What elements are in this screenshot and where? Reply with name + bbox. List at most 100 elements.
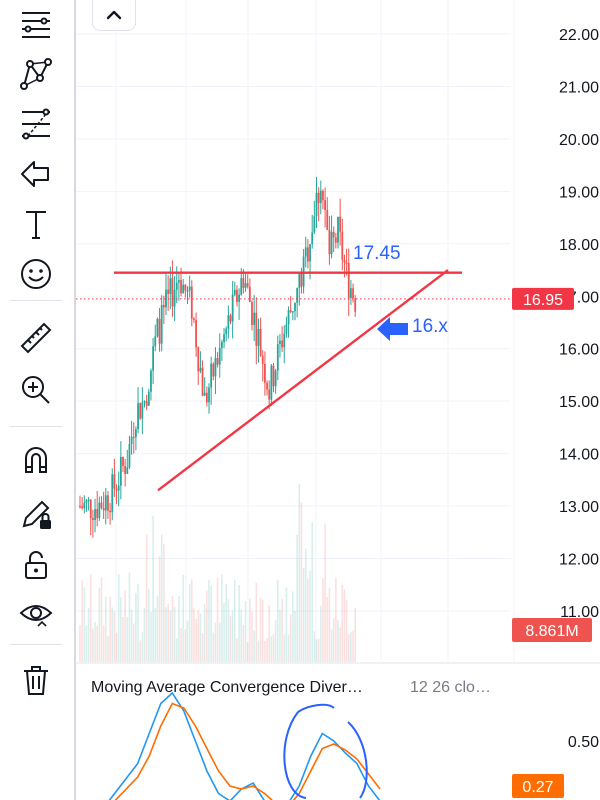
candle-body bbox=[124, 466, 127, 474]
macd-value-badge bbox=[512, 774, 564, 798]
toolbar-separator bbox=[10, 300, 62, 301]
emoji-button[interactable] bbox=[12, 254, 60, 294]
unlock-icon bbox=[25, 551, 47, 579]
volume-bar bbox=[111, 607, 114, 662]
candle-body bbox=[328, 229, 331, 255]
candle-body bbox=[300, 273, 303, 287]
volume-bar bbox=[105, 596, 107, 662]
volume-bar bbox=[261, 600, 264, 662]
volume-bar bbox=[132, 623, 135, 662]
price-axis-label: 15.00 bbox=[559, 394, 599, 411]
candle-body bbox=[160, 304, 163, 344]
candle-body bbox=[304, 247, 307, 257]
volume-bar bbox=[165, 607, 167, 662]
volume-badge bbox=[512, 618, 592, 642]
volume-bar bbox=[339, 627, 341, 662]
volume-bar bbox=[298, 483, 301, 662]
volume-bar bbox=[163, 544, 165, 662]
candle-body bbox=[289, 310, 292, 312]
candle-body bbox=[156, 318, 159, 337]
candle-body bbox=[326, 210, 329, 230]
candle-body bbox=[201, 367, 204, 396]
candle-body bbox=[221, 342, 223, 348]
candle-body bbox=[307, 247, 309, 262]
zoom-in-button[interactable] bbox=[12, 370, 60, 410]
volume-bar bbox=[328, 588, 331, 662]
volume-bar bbox=[143, 607, 146, 662]
menu-lines-button[interactable] bbox=[12, 4, 60, 44]
candle-body bbox=[128, 443, 131, 468]
drawing-toolbar bbox=[0, 0, 74, 800]
last-price-value: 16.95 bbox=[523, 292, 563, 309]
volume-bar bbox=[266, 638, 268, 662]
volume-bar bbox=[184, 629, 187, 662]
volume-bar bbox=[324, 523, 326, 662]
volume-bar bbox=[251, 611, 253, 662]
candle-body bbox=[251, 301, 253, 325]
candle-body bbox=[298, 273, 301, 288]
candle-body bbox=[248, 286, 251, 302]
support-label: 16.x bbox=[412, 316, 448, 337]
volume-bar bbox=[326, 597, 329, 662]
lock-drawing-icon bbox=[22, 500, 51, 529]
candle-body bbox=[322, 190, 324, 201]
volume-bar bbox=[169, 611, 172, 662]
eye-button[interactable] bbox=[12, 594, 60, 634]
volume-bar bbox=[238, 584, 240, 662]
volume-bar bbox=[354, 607, 356, 662]
candle-body bbox=[117, 485, 120, 491]
volume-bar bbox=[335, 577, 337, 662]
candle-body bbox=[113, 474, 116, 489]
volume-bar bbox=[83, 587, 86, 662]
volume-bar bbox=[152, 516, 154, 662]
volume-bar bbox=[139, 640, 141, 662]
text-tool-button[interactable] bbox=[12, 204, 60, 244]
candle-body bbox=[317, 192, 320, 204]
candle-body bbox=[266, 382, 268, 390]
arrow-tool-icon bbox=[21, 161, 49, 187]
volume-bar bbox=[158, 556, 161, 662]
fib-tool-icon bbox=[22, 108, 50, 140]
blue-arrow-annotation bbox=[377, 317, 408, 341]
fib-tool-button[interactable] bbox=[12, 104, 60, 144]
candle-body bbox=[102, 507, 105, 511]
candle-body bbox=[281, 340, 283, 348]
volume-bar bbox=[244, 600, 247, 662]
volume-bar bbox=[268, 605, 270, 662]
volume-bar bbox=[216, 577, 219, 662]
volume-bar bbox=[212, 632, 215, 662]
macd-indicator-title[interactable]: Moving Average Convergence Diver… bbox=[91, 679, 363, 696]
price-chart[interactable]: 17.4516.x22.0021.0020.0019.0018.0017.001… bbox=[76, 0, 600, 800]
volume-bar bbox=[201, 633, 204, 662]
candle-body bbox=[171, 278, 174, 307]
volume-bar bbox=[287, 634, 290, 662]
volume-bar bbox=[182, 574, 184, 662]
volume-bar bbox=[120, 597, 122, 662]
unlock-button[interactable] bbox=[12, 544, 60, 584]
candle-body bbox=[87, 499, 90, 501]
volume-bar bbox=[347, 633, 350, 662]
ruler-button[interactable] bbox=[12, 318, 60, 358]
candle-body bbox=[100, 502, 103, 508]
collapse-button[interactable] bbox=[92, 0, 136, 31]
candle-body bbox=[186, 290, 189, 292]
volume-bar bbox=[249, 598, 251, 662]
eye-icon bbox=[19, 605, 53, 627]
volume-bar bbox=[296, 534, 298, 662]
candle-body bbox=[85, 500, 88, 503]
candle-body bbox=[212, 363, 215, 377]
support-trendline bbox=[157, 269, 449, 492]
candle-body bbox=[141, 402, 144, 419]
price-axis-label: 16.00 bbox=[559, 342, 599, 359]
magnet-button[interactable] bbox=[12, 440, 60, 480]
trash-button[interactable] bbox=[12, 660, 60, 700]
lock-drawing-button[interactable] bbox=[12, 494, 60, 534]
candle-body bbox=[98, 502, 101, 519]
volume-bar bbox=[109, 596, 111, 662]
arrow-tool-button[interactable] bbox=[12, 154, 60, 194]
volume-bar bbox=[113, 611, 116, 662]
candle-body bbox=[122, 456, 124, 467]
pattern-tool-button[interactable] bbox=[12, 54, 60, 94]
candle-body bbox=[313, 216, 316, 233]
macd-indicator-params[interactable]: 12 26 clo… bbox=[410, 679, 491, 696]
